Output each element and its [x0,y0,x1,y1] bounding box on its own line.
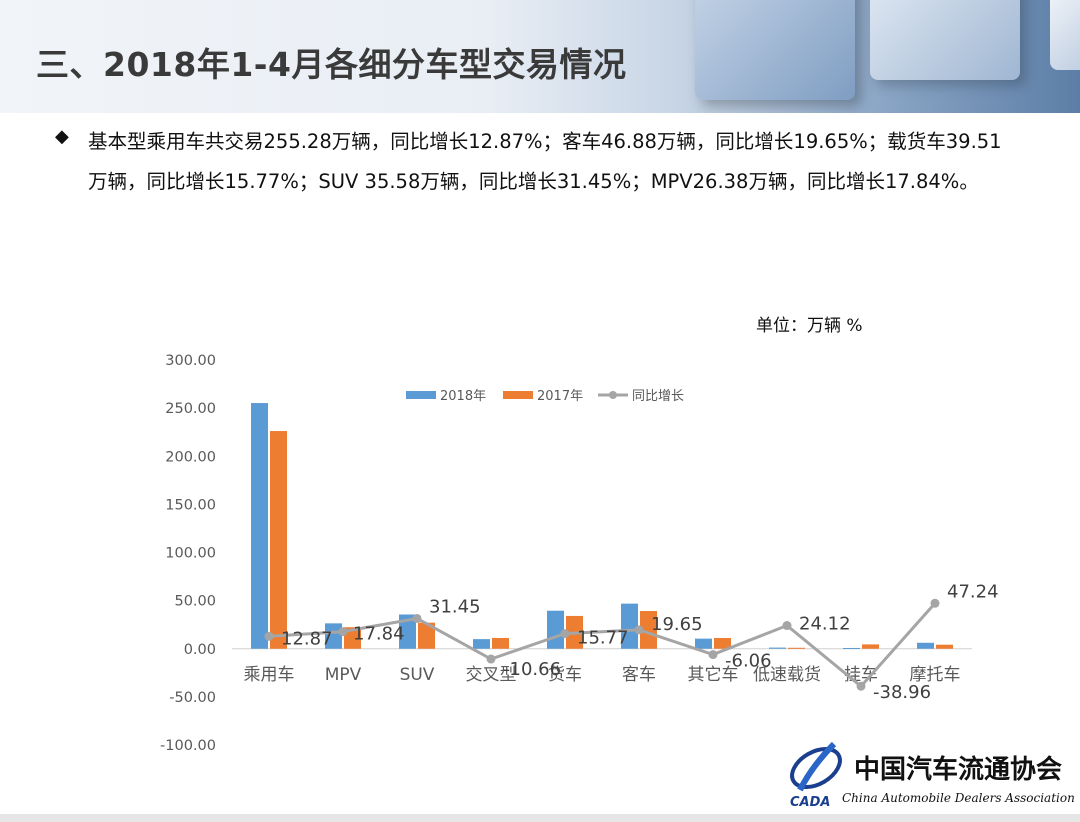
page-title: 三、2018年1-4月各细分车型交易情况 [36,45,627,84]
growth-data-label: 47.24 [947,581,999,602]
legend-swatch [406,391,436,399]
bar-2018 [769,647,786,649]
growth-data-label: 31.45 [429,596,481,617]
y-tick-label: 0.00 [184,642,216,658]
bar-2018 [547,610,564,649]
x-tick-label: 交叉型 [466,665,517,685]
y-tick-label: -50.00 [169,690,216,706]
growth-data-label: -10.66 [503,659,561,680]
growth-point [930,598,940,608]
bar-2017 [492,637,509,649]
bar-2018 [695,638,712,649]
logo-abbr: CADA [790,795,830,810]
growth-point [634,625,644,635]
bar-2017 [714,637,731,649]
logo-en-name: China Automobile Dealers Association [842,791,1075,805]
bar-2017 [270,431,287,649]
growth-data-label: 19.65 [651,614,703,635]
growth-data-label: -6.06 [725,651,772,672]
cada-emblem-icon: CADA [790,741,842,810]
bar-2018 [251,403,268,649]
growth-point [338,627,348,637]
unit-label: 单位：万辆 % [756,316,863,336]
legend-swatch [503,391,533,399]
bar-2017 [936,644,953,649]
logo-cn-name: 中国汽车流通协会 [854,754,1062,785]
x-tick-label: SUV [400,665,435,685]
y-tick-label: 300.00 [165,353,216,369]
decorative-cube [1050,0,1080,70]
growth-point [708,650,718,660]
bar-2017 [344,627,361,649]
y-tick-label: 150.00 [165,497,216,513]
growth-point [486,654,496,664]
x-tick-label: MPV [325,665,362,685]
growth-data-label: 24.12 [799,614,851,635]
y-tick-label: 50.00 [174,594,216,610]
growth-point [782,621,792,631]
x-tick-label: 低速载货 [753,665,821,685]
x-tick-label: 乘用车 [244,665,295,685]
bar-2017 [862,644,879,649]
decorative-cube [695,0,855,100]
x-tick-label: 客车 [622,665,656,685]
bar-2017 [788,647,805,649]
y-tick-label: 200.00 [165,449,216,465]
bar-2017 [418,622,435,649]
header-banner: 三、2018年1-4月各细分车型交易情况 [0,0,1080,113]
bar-2018 [399,614,416,649]
summary-paragraph: 基本型乘用车共交易255.28万辆，同比增长12.87%；客车46.88万辆，同… [88,130,1002,193]
growth-point [264,631,274,641]
y-tick-label: 100.00 [165,546,216,562]
growth-line [268,602,937,689]
growth-point [560,629,570,639]
x-tick-label: 其它车 [688,665,739,685]
x-tick-label: 摩托车 [910,665,961,685]
bar-2017 [640,611,657,649]
bar-2018 [621,603,638,649]
bar-2018 [325,623,342,649]
bar-2018 [917,642,934,649]
growth-point [856,681,866,691]
decorative-cube [870,0,1020,80]
growth-data-label: 17.84 [353,624,405,645]
bullet-diamond-icon: ◆ [55,126,69,147]
growth-point [412,613,422,623]
x-tick-label: 货车 [548,665,582,685]
bottom-bar [0,814,1080,822]
y-tick-label: 250.00 [165,401,216,417]
cada-logo: CADA 中国汽车流通协会 China Automobile Dealers A… [790,741,1075,810]
legend-label: 2018年 [440,389,486,404]
legend-label: 同比增长 [632,389,684,404]
legend-label: 2017年 [537,389,583,404]
legend-swatch-marker [609,391,617,399]
growth-data-label: 15.77 [577,628,629,649]
growth-data-label: -38.96 [873,682,931,703]
y-tick-label: -100.00 [160,738,216,754]
bar-2018 [843,647,860,649]
bar-2018 [473,639,490,649]
growth-data-label: 12.87 [281,628,333,649]
